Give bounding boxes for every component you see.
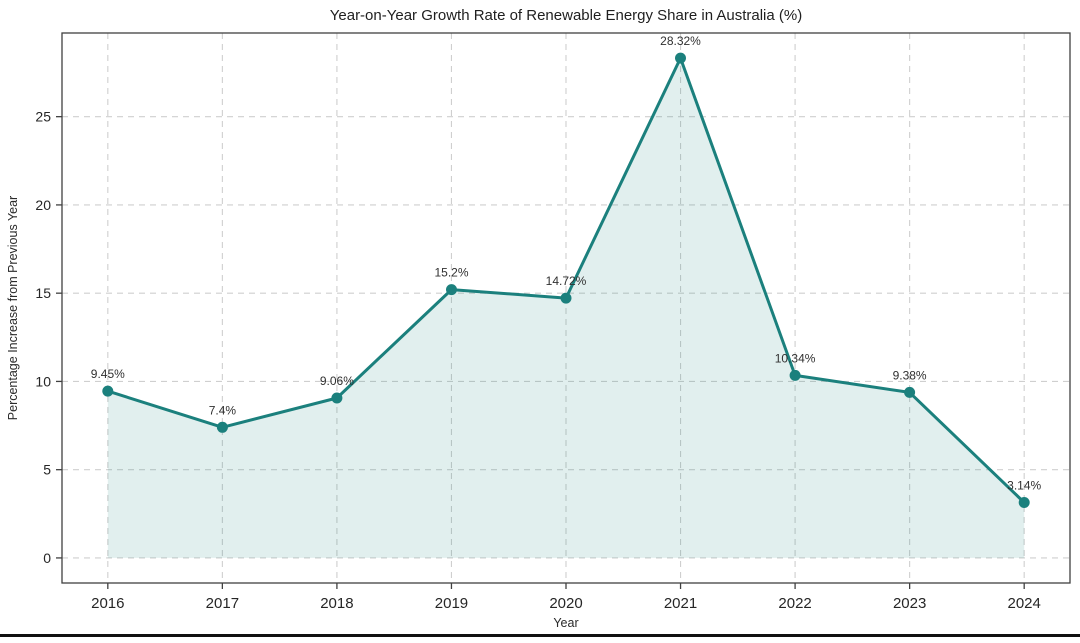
tick-layer: 0 5 10 15 20 25 2016 2017 2018 2019 2020 2021 2022 20… bbox=[35, 109, 1040, 612]
data-point bbox=[675, 52, 686, 64]
x-tick-label: 2021 bbox=[664, 595, 697, 612]
point-label-layer: 9.45% 7.4% 9.06% 15.2% 14.72% 28.32% 10.34% 9.3… bbox=[91, 34, 1042, 492]
y-tick-label: 15 bbox=[35, 285, 51, 301]
data-point-label: 7.4% bbox=[209, 403, 237, 417]
x-tick-label: 2019 bbox=[435, 595, 468, 612]
x-tick-label: 2023 bbox=[893, 595, 926, 612]
x-tick-label: 2018 bbox=[320, 595, 353, 612]
y-tick-label: 20 bbox=[35, 197, 51, 213]
y-axis-label: Percentage Increase from Previous Year bbox=[6, 196, 20, 420]
data-point-label: 9.38% bbox=[893, 368, 927, 382]
y-tick-label: 25 bbox=[35, 109, 51, 125]
y-tick-label: 0 bbox=[43, 550, 51, 566]
x-tick-label: 2016 bbox=[91, 595, 124, 612]
data-point-label: 14.72% bbox=[546, 274, 587, 288]
data-point bbox=[216, 421, 228, 433]
data-point bbox=[560, 292, 572, 304]
data-point-label: 28.32% bbox=[660, 34, 701, 48]
data-point-label: 10.34% bbox=[775, 351, 816, 365]
series-layer bbox=[102, 52, 1030, 558]
data-point bbox=[1018, 497, 1030, 508]
data-point-label: 15.2% bbox=[434, 266, 468, 280]
data-point bbox=[446, 284, 457, 296]
data-point-label: 9.06% bbox=[320, 374, 354, 388]
y-tick-label: 5 bbox=[43, 462, 51, 478]
data-point bbox=[102, 385, 114, 397]
x-tick-label: 2024 bbox=[1007, 595, 1040, 612]
data-point bbox=[789, 369, 801, 381]
grid-layer bbox=[62, 33, 1070, 583]
data-point-label: 3.14% bbox=[1007, 479, 1041, 493]
x-tick-label: 2022 bbox=[778, 595, 811, 612]
data-point bbox=[331, 392, 343, 404]
bottom-rule bbox=[0, 634, 1080, 637]
area-fill bbox=[107, 58, 1025, 558]
x-tick-label: 2020 bbox=[549, 595, 582, 612]
data-point bbox=[904, 386, 916, 398]
chart-title: Year-on-Year Growth Rate of Renewable En… bbox=[330, 7, 802, 24]
x-tick-label: 2017 bbox=[206, 595, 239, 612]
y-tick-label: 10 bbox=[35, 373, 51, 389]
data-point-label: 9.45% bbox=[91, 367, 125, 381]
x-axis-label: Year bbox=[553, 616, 578, 630]
